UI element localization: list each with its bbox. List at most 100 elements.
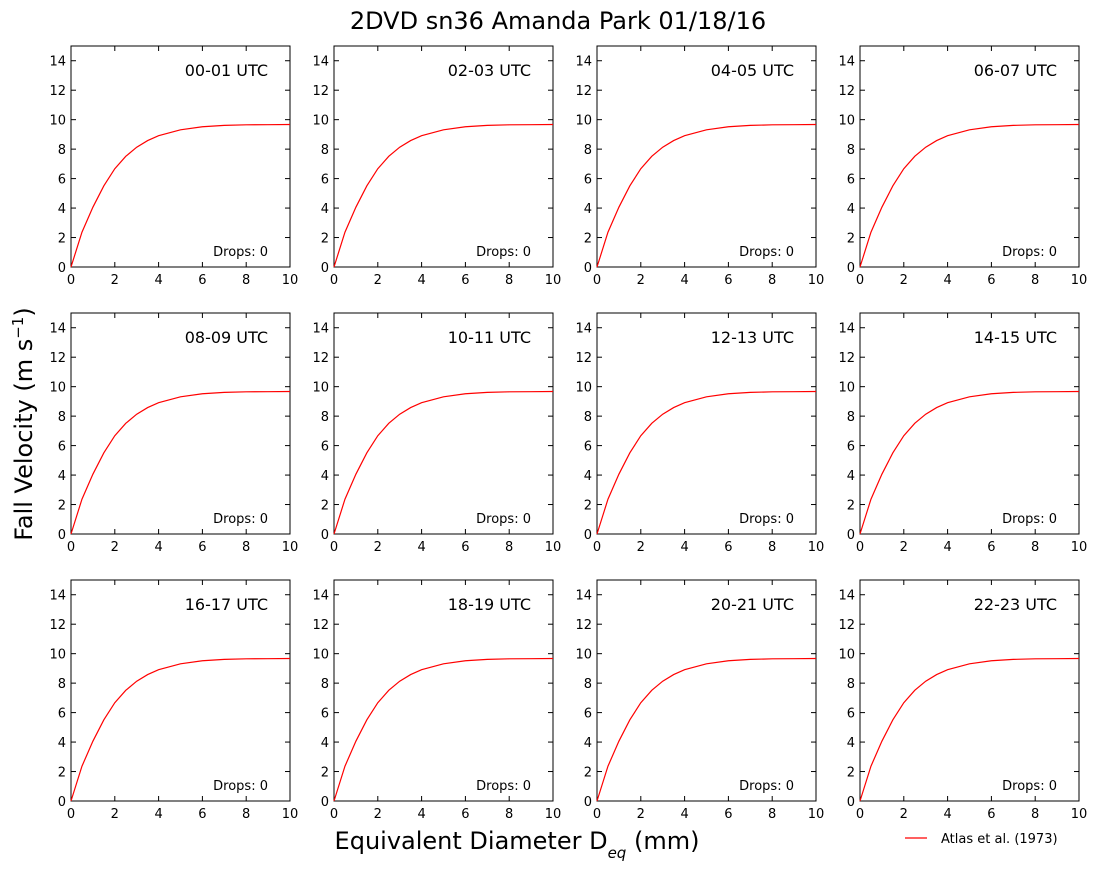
x-tick-label: 8	[768, 807, 776, 822]
legend: Atlas et al. (1973)	[905, 832, 1058, 847]
panel-title: 22-23 UTC	[974, 595, 1057, 614]
y-tick-label: 8	[584, 143, 592, 158]
y-tick-label: 10	[312, 114, 329, 129]
y-tick-label: 4	[58, 202, 66, 217]
x-tick-label: 0	[593, 540, 601, 555]
figure-title: 2DVD sn36 Amanda Park 01/18/16	[350, 7, 766, 35]
y-tick-label: 8	[584, 677, 592, 692]
y-tick-label: 2	[321, 499, 329, 514]
panel-9: 0 2 4 6 8 10 0 2 4 6 8 10 12 14 18-19 UTC Drops: 0	[312, 579, 561, 822]
x-tick-label: 6	[198, 807, 206, 822]
y-tick-label: 6	[58, 707, 66, 722]
x-tick-label: 0	[67, 273, 75, 288]
x-tick-label: 4	[943, 540, 951, 555]
panel-frame	[596, 312, 817, 535]
x-tick-label: 2	[900, 273, 908, 288]
y-tick-label: 4	[58, 469, 66, 484]
x-tick-label: 10	[545, 273, 562, 288]
y-tick-label: 2	[321, 232, 329, 247]
y-tick-label: 14	[312, 322, 329, 337]
x-tick-label: 2	[111, 540, 119, 555]
panel-title: 00-01 UTC	[185, 61, 268, 80]
y-axis-label: Fall Velocity (m s−1)	[9, 307, 38, 540]
x-tick-label: 10	[808, 540, 825, 555]
x-tick-label: 4	[154, 273, 162, 288]
y-tick-label: 10	[312, 381, 329, 396]
y-tick-label: 4	[847, 736, 855, 751]
y-tick-label: 12	[575, 618, 592, 633]
x-tick-label: 6	[987, 540, 995, 555]
y-tick-label: 14	[312, 55, 329, 70]
drops-annotation: Drops: 0	[1002, 245, 1057, 260]
x-tick-label: 2	[111, 273, 119, 288]
x-tick-label: 8	[768, 540, 776, 555]
panel-grid: 0 2 4 6 8 10 0 2 4 6 8 10 12 14 00-01 UTC Drops: 0 0 2 4 6 8…	[49, 45, 1088, 822]
panel-frame	[859, 45, 1080, 268]
y-tick-label: 10	[49, 648, 66, 663]
y-tick-label: 14	[312, 589, 329, 604]
x-tick-label: 6	[461, 807, 469, 822]
y-tick-label: 8	[847, 143, 855, 158]
x-tick-label: 10	[1071, 540, 1088, 555]
y-tick-label: 12	[838, 351, 855, 366]
y-tick-label: 6	[847, 173, 855, 188]
y-tick-label: 4	[584, 469, 592, 484]
x-tick-label: 6	[461, 540, 469, 555]
panel-1: 0 2 4 6 8 10 0 2 4 6 8 10 12 14 02-03 UTC Drops: 0	[312, 45, 562, 288]
panel-5: 0 2 4 6 8 10 0 2 4 6 8 10 12 14 10-11 UTC Drops: 0	[312, 312, 561, 555]
series-line-atlas	[596, 123, 817, 268]
y-tick-label: 8	[58, 143, 66, 158]
panel-frame	[333, 579, 554, 802]
series-line-atlas	[333, 390, 554, 535]
series-line-atlas	[333, 657, 554, 802]
y-tick-label: 8	[321, 677, 329, 692]
panel-title: 12-13 UTC	[711, 328, 794, 347]
y-tick-label: 4	[321, 469, 329, 484]
x-tick-label: 0	[593, 807, 601, 822]
y-tick-label: 12	[49, 618, 66, 633]
y-tick-label: 14	[575, 322, 592, 337]
x-tick-label: 4	[417, 273, 425, 288]
panel-title: 02-03 UTC	[448, 61, 531, 80]
x-tick-label: 2	[374, 807, 382, 822]
x-tick-label: 6	[724, 540, 732, 555]
series-line-atlas	[70, 390, 291, 535]
y-tick-label: 14	[575, 55, 592, 70]
x-tick-label: 6	[198, 273, 206, 288]
y-tick-label: 6	[584, 173, 592, 188]
panel-title: 16-17 UTC	[185, 595, 268, 614]
y-tick-label: 4	[58, 736, 66, 751]
y-tick-label: 12	[575, 351, 592, 366]
x-tick-label: 6	[724, 807, 732, 822]
y-axis-label-close: )	[10, 307, 38, 316]
panel-frame	[70, 579, 291, 802]
y-tick-label: 6	[58, 173, 66, 188]
x-tick-label: 0	[856, 540, 864, 555]
y-tick-label: 14	[838, 589, 855, 604]
y-tick-label: 8	[321, 143, 329, 158]
y-tick-label: 12	[838, 618, 855, 633]
y-tick-label: 10	[312, 648, 329, 663]
y-tick-label: 14	[838, 322, 855, 337]
y-tick-label: 10	[49, 114, 66, 129]
y-tick-label: 0	[584, 261, 592, 276]
x-tick-label: 10	[1071, 273, 1088, 288]
y-tick-label: 8	[321, 410, 329, 425]
x-tick-label: 0	[856, 807, 864, 822]
y-tick-label: 6	[321, 707, 329, 722]
y-tick-label: 10	[575, 648, 592, 663]
y-tick-label: 12	[49, 84, 66, 99]
x-tick-label: 6	[198, 540, 206, 555]
panel-frame	[333, 312, 554, 535]
x-tick-label: 10	[808, 273, 825, 288]
y-tick-label: 4	[321, 736, 329, 751]
x-tick-label: 10	[282, 540, 299, 555]
y-tick-label: 0	[847, 261, 855, 276]
drops-annotation: Drops: 0	[213, 245, 268, 260]
y-tick-label: 6	[847, 440, 855, 455]
y-axis-label-main: Fall Velocity (m s	[10, 339, 38, 541]
x-tick-label: 8	[242, 273, 250, 288]
x-tick-label: 4	[154, 807, 162, 822]
x-tick-label: 8	[505, 540, 513, 555]
